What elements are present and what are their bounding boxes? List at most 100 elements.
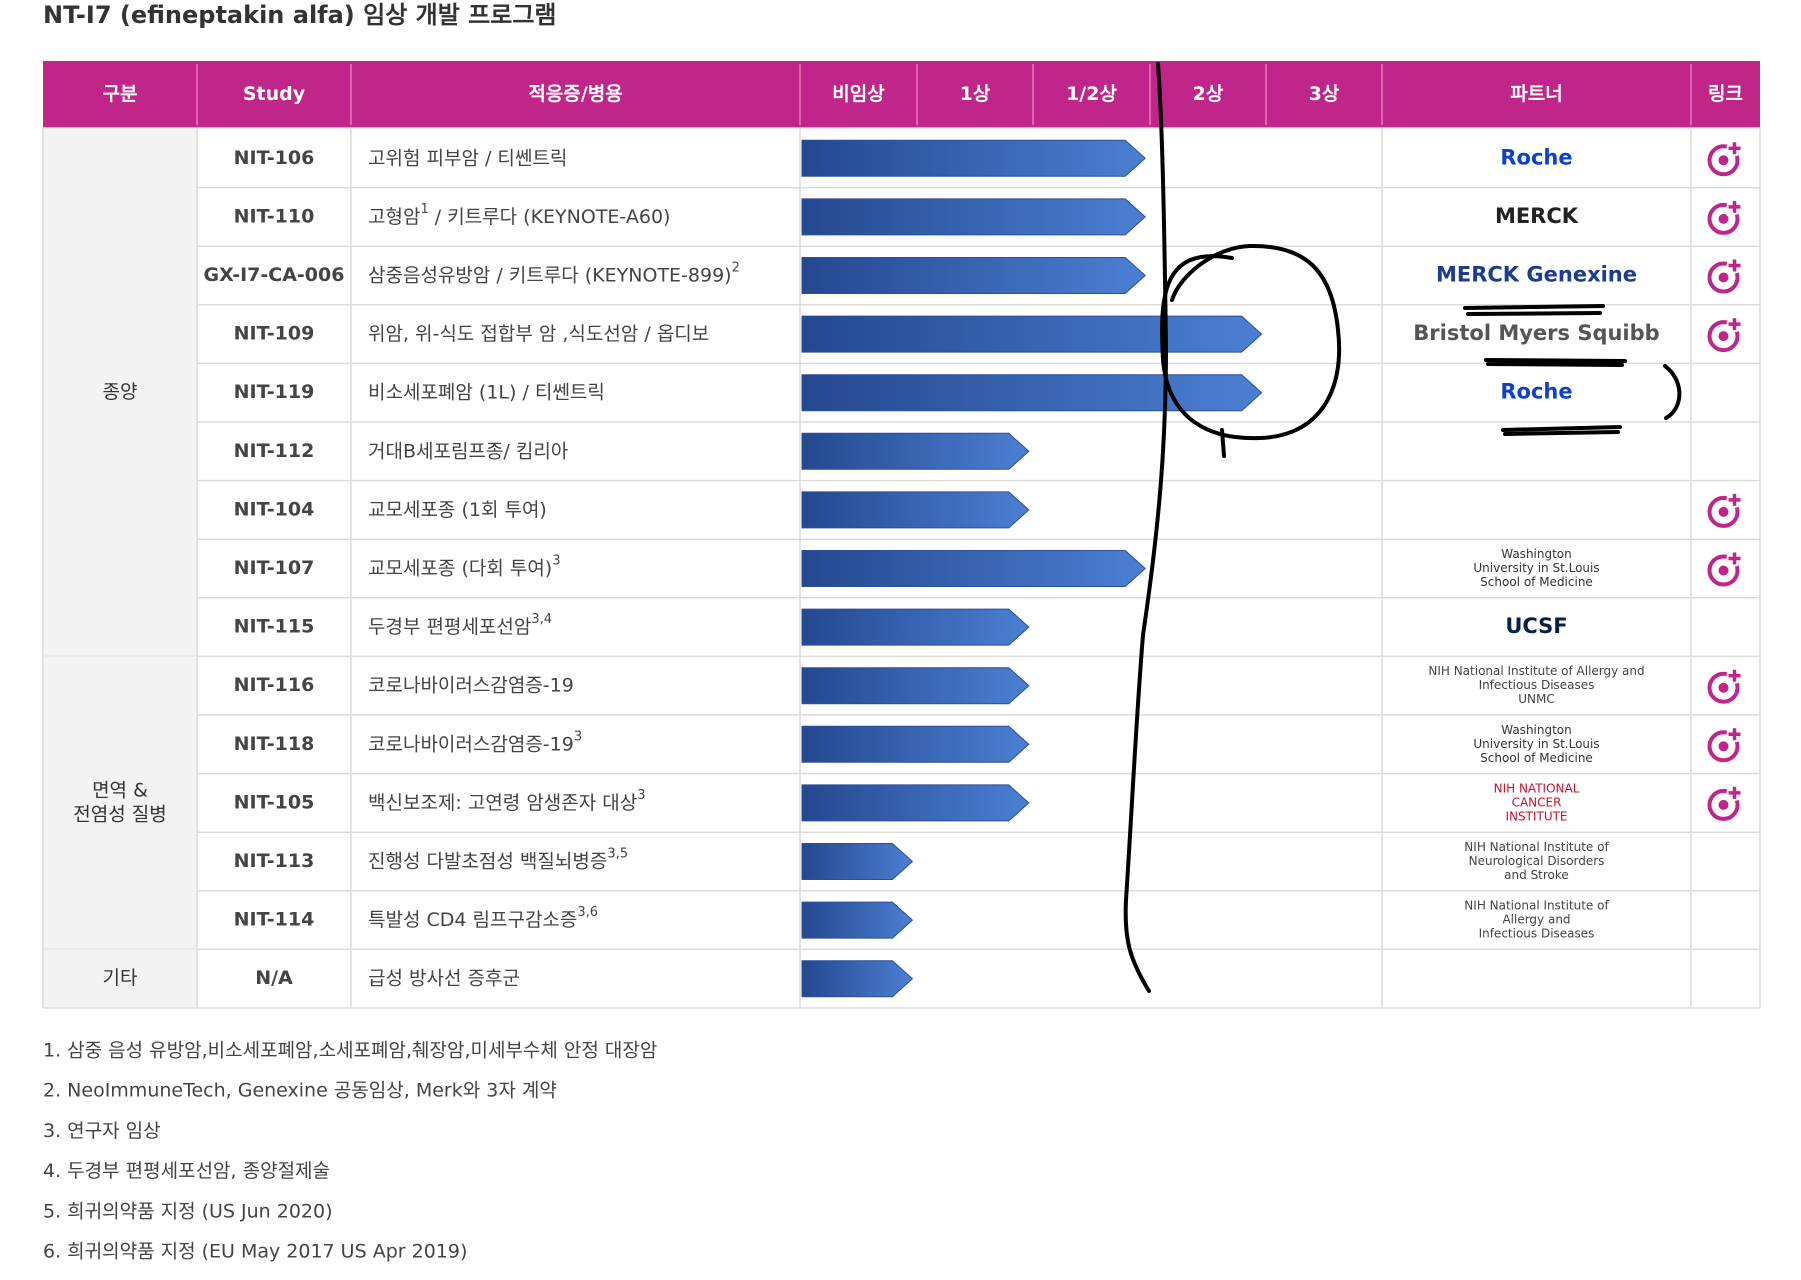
group-cell xyxy=(43,656,197,950)
header-cell: 적응증/병용 xyxy=(528,83,622,105)
indication-text: 코로나바이러스감염증-19 xyxy=(368,733,574,755)
header-cell: 1상 xyxy=(960,83,991,105)
footnote-ref: 1 xyxy=(420,201,428,216)
study-cell: NIT-114 xyxy=(234,909,315,931)
partner-logo-text: School of Medicine xyxy=(1480,751,1593,765)
partner-logo-text: INSTITUTE xyxy=(1505,809,1567,823)
indication-text: 두경부 편평세포선암 xyxy=(368,616,531,638)
indication-cell: 삼중음성유방암 / 키트루다 (KEYNOTE-899)2 xyxy=(368,260,740,286)
study-cell: NIT-112 xyxy=(234,440,315,462)
indication-cell: 위암, 위-식도 접합부 암 ,식도선암 / 옵디보 xyxy=(368,323,709,345)
header-cell: 파트너 xyxy=(1510,83,1562,105)
indication-cell: 급성 방사선 증후군 xyxy=(368,967,520,989)
indication-text: 고위험 피부암 / 티쎈트릭 xyxy=(368,147,567,169)
indication-text: 백신보조제: 고연령 암생존자 대상 xyxy=(368,791,637,813)
partner-logo-text: CANCER xyxy=(1512,795,1562,809)
header-cell: 2상 xyxy=(1193,83,1224,105)
indication-cell: 두경부 편평세포선암3,4 xyxy=(368,612,552,638)
icon-dot xyxy=(1718,213,1729,224)
partner-logo-text: University in St.Louis xyxy=(1473,737,1599,751)
study-cell: NIT-119 xyxy=(234,381,315,403)
indication-cell: 코로나바이러스감염증-19 xyxy=(368,674,574,696)
indication-cell: 비소세포폐암 (1L) / 티쎈트릭 xyxy=(368,381,605,403)
indication-text: 거대B세포림프종/ 킴리아 xyxy=(368,440,568,462)
footnote-ref: 3,6 xyxy=(577,905,598,920)
indication-cell: 고위험 피부암 / 티쎈트릭 xyxy=(368,147,567,169)
icon-dot xyxy=(1718,565,1729,576)
hand-bracket xyxy=(1663,364,1682,420)
indication-text: / 키트루다 (KEYNOTE-A60) xyxy=(429,205,671,227)
phase-bar xyxy=(801,725,1030,763)
link-icon[interactable] xyxy=(1707,198,1743,235)
header-cell: 1/2상 xyxy=(1066,83,1117,105)
page-title: NT-I7 (efineptakin alfa) 임상 개발 프로그램 xyxy=(43,1,556,29)
icon-dot xyxy=(1718,272,1729,283)
study-cell: NIT-113 xyxy=(234,850,315,872)
icon-ring xyxy=(1707,788,1740,821)
footnote-ref: 3 xyxy=(574,729,582,744)
indication-text: 진행성 다발초점성 백질뇌병증 xyxy=(368,850,607,872)
study-cell: NIT-115 xyxy=(234,616,315,638)
icon-ring xyxy=(1707,261,1740,294)
study-cell: GX-I7-CA-006 xyxy=(204,264,345,286)
indication-cell: 백신보조제: 고연령 암생존자 대상3 xyxy=(368,787,646,813)
footnote-ref: 2 xyxy=(732,260,740,275)
indication-text: 코로나바이러스감염증-19 xyxy=(368,674,574,696)
link-icon[interactable] xyxy=(1707,550,1743,587)
footnote-ref: 3 xyxy=(552,553,560,568)
icon-ring xyxy=(1707,320,1740,353)
icon-plus xyxy=(1728,669,1741,682)
phase-bar xyxy=(801,550,1146,587)
partner-logo-text: Infectious Diseases xyxy=(1479,678,1595,692)
hand-scribble xyxy=(1484,358,1627,367)
phase-bar xyxy=(801,667,1030,705)
icon-dot xyxy=(1718,682,1729,693)
hand-circle xyxy=(1160,243,1342,458)
link-icon[interactable] xyxy=(1707,257,1743,294)
partner-logo-text: NIH National Institute of xyxy=(1464,840,1609,854)
link-icon[interactable] xyxy=(1707,491,1743,528)
header-bg xyxy=(43,61,1760,128)
icon-ring xyxy=(1707,671,1740,704)
study-cell: NIT-105 xyxy=(234,791,315,813)
phase-bar xyxy=(801,960,914,998)
partner-logo-text: University in St.Louis xyxy=(1473,561,1599,575)
header-cell: 링크 xyxy=(1708,83,1743,105)
icon-dot xyxy=(1718,506,1729,517)
indication-text: 고형암 xyxy=(368,205,420,227)
link-icon[interactable] xyxy=(1707,667,1743,704)
link-icon[interactable] xyxy=(1707,140,1743,177)
link-icon[interactable] xyxy=(1707,316,1743,353)
footnotes: 1. 삼중 음성 유방암,비소세포폐암,소세포폐암,췌장암,미세부수체 안정 대… xyxy=(43,1040,657,1263)
group-label: 면역 & xyxy=(92,779,148,801)
indication-text: 교모세포종 (1회 투여) xyxy=(368,498,547,520)
header-cell: Study xyxy=(243,83,306,105)
header-cell: 3상 xyxy=(1309,83,1340,105)
icon-dot xyxy=(1718,799,1729,810)
group-cell xyxy=(43,949,197,1008)
partner-logo-text: NIH National Institute of xyxy=(1464,899,1609,913)
footnote: 3. 연구자 임상 xyxy=(43,1120,161,1142)
study-cell: NIT-104 xyxy=(234,498,315,520)
partner-logo-text: Roche xyxy=(1500,145,1572,169)
icon-ring xyxy=(1707,554,1740,587)
header-cell: 비임상 xyxy=(832,83,885,105)
icon-plus xyxy=(1728,142,1741,155)
partner-logo-text: Neurological Disorders xyxy=(1469,854,1605,868)
footnote: 1. 삼중 음성 유방암,비소세포폐암,소세포폐암,췌장암,미세부수체 안정 대… xyxy=(43,1040,657,1062)
phase-bar xyxy=(801,843,914,880)
group-label: 종양 xyxy=(103,381,138,403)
partner-logo-text: MERCK xyxy=(1495,204,1579,228)
indication-cell: 거대B세포림프종/ 킴리아 xyxy=(368,440,568,462)
icon-plus xyxy=(1728,259,1741,272)
footnote: 4. 두경부 편평세포선암, 종양절제술 xyxy=(43,1160,330,1182)
partner-logo-text: Roche xyxy=(1500,380,1572,404)
partner-logo-text: Infectious Diseases xyxy=(1479,927,1595,941)
partner-logo-text: Washington xyxy=(1501,547,1572,561)
phase-bar xyxy=(801,608,1030,646)
link-icon[interactable] xyxy=(1707,784,1743,821)
link-icon[interactable] xyxy=(1707,726,1743,763)
phase-bar xyxy=(801,139,1146,177)
